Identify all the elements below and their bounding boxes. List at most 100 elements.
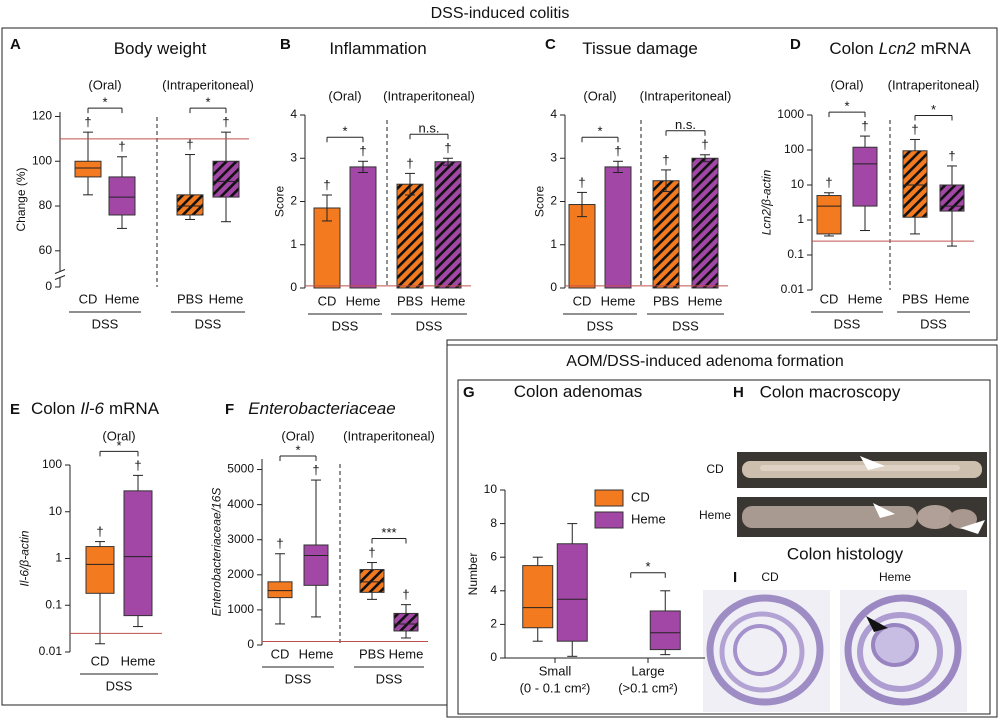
- box: [852, 146, 878, 207]
- panel-title: Tissue damage: [582, 39, 698, 58]
- y-tick-label: 0.1: [45, 597, 62, 611]
- box: [108, 176, 136, 216]
- panel-letter: B: [280, 36, 291, 53]
- histology-image: [703, 590, 830, 712]
- x-tick-label: Heme: [688, 293, 723, 308]
- x-tick-note: (>0.1 cm²): [618, 680, 678, 695]
- title-part: Lcn2: [879, 39, 916, 58]
- y-tick-label: 0: [550, 280, 557, 294]
- route-label: (Intraperitoneal): [383, 88, 475, 103]
- marker: †: [222, 115, 229, 130]
- y-tick-label: 3000: [227, 532, 254, 546]
- group-label: DSS: [416, 318, 443, 333]
- group-label: DSS: [920, 316, 947, 331]
- group-label: DSS: [195, 316, 222, 331]
- bar: [349, 166, 377, 289]
- y-tick-label: 4: [290, 107, 297, 121]
- box: [267, 581, 293, 599]
- group-label: DSS: [106, 678, 133, 693]
- x-tick-label: Small: [539, 663, 572, 678]
- route-label: (Intraperitoneal): [162, 77, 254, 92]
- figure-title: DSS-induced colitis: [431, 5, 570, 22]
- panel-letter: A: [10, 36, 21, 53]
- x-tick-label: Heme: [121, 653, 156, 668]
- title-part: Body weight: [114, 39, 207, 58]
- y-tick-label: 10: [791, 177, 805, 191]
- y-tick-label: 1000: [227, 602, 254, 616]
- group-label: DSS: [672, 318, 699, 333]
- title-part: mRNA: [109, 399, 160, 418]
- significance-label: *: [295, 442, 300, 457]
- marker: †: [118, 139, 125, 154]
- y-tick-label: 80: [39, 198, 53, 212]
- group-label: DSS: [587, 318, 614, 333]
- significance-label: *: [931, 102, 936, 117]
- x-tick-label: PBS: [397, 293, 423, 308]
- panel-title: Body weight: [114, 39, 207, 58]
- marker: †: [701, 137, 708, 152]
- marker: †: [406, 156, 413, 171]
- y-tick-label: 2000: [227, 567, 254, 581]
- histology-image: [840, 590, 967, 712]
- route-label: (Oral): [583, 88, 616, 103]
- title-part: Il-6: [80, 399, 104, 418]
- box: [522, 565, 554, 629]
- y-tick-label: 100: [32, 153, 52, 167]
- section-title: AOM/DSS-induced adenoma formation: [566, 353, 843, 370]
- y-axis-label: Lcn2/β-actin: [759, 169, 773, 235]
- marker: †: [323, 177, 330, 192]
- photo-label: CD: [706, 462, 724, 476]
- group-label: DSS: [834, 316, 861, 331]
- bar: [691, 157, 719, 289]
- x-tick-label: Heme: [431, 293, 466, 308]
- panel-title: Colon Il-6 mRNA: [31, 399, 160, 418]
- y-tick-label: 60: [39, 243, 53, 257]
- x-tick-label: PBS: [653, 293, 679, 308]
- y-tick-label: 6: [490, 549, 497, 563]
- y-tick-label: 4000: [227, 497, 254, 511]
- panel-letter: G: [463, 384, 475, 401]
- group-label: DSS: [92, 316, 119, 331]
- y-tick-label: 3: [550, 150, 557, 164]
- panel-title: Colon macroscopy: [760, 382, 901, 401]
- panel-title: Colon adenomas: [514, 382, 643, 401]
- x-tick-label: PBS: [177, 291, 203, 306]
- y-tick-label: 2: [490, 617, 497, 631]
- marker: †: [276, 536, 283, 551]
- panel-letter: F: [225, 401, 234, 418]
- box: [303, 544, 329, 586]
- legend-swatch: [594, 511, 624, 529]
- legend-label: Heme: [631, 511, 666, 526]
- bar: [434, 161, 462, 289]
- y-tick-label: 5000: [227, 462, 254, 476]
- title-part: Colon: [31, 399, 75, 418]
- marker: †: [312, 462, 319, 477]
- bar: [568, 204, 596, 289]
- x-tick-label: PBS: [359, 646, 385, 661]
- y-tick-label: 0.1: [787, 247, 804, 261]
- significance-label: ***: [381, 525, 396, 540]
- colon-photo: [737, 452, 987, 488]
- y-tick-label: 4: [550, 107, 557, 121]
- panel-letter: C: [545, 36, 556, 53]
- y-tick-label: 3: [290, 150, 297, 164]
- significance-label: *: [342, 124, 347, 139]
- y-tick-label: 10: [49, 504, 63, 518]
- group-label: DSS: [332, 318, 359, 333]
- panel-letter: E: [10, 401, 20, 418]
- x-tick-label: Heme: [209, 291, 244, 306]
- marker: †: [911, 122, 918, 137]
- y-axis-label: Score: [532, 186, 546, 218]
- marker: †: [84, 115, 91, 130]
- box: [649, 610, 681, 651]
- y-tick-label: 1000: [777, 107, 804, 121]
- x-tick-label: Heme: [346, 293, 381, 308]
- title-part: mRNA: [921, 39, 972, 58]
- x-tick-label: Heme: [848, 291, 883, 306]
- significance-label: *: [102, 95, 107, 110]
- route-label: (Intraperitoneal): [888, 77, 980, 92]
- route-label: (Oral): [281, 428, 314, 443]
- box: [212, 160, 240, 198]
- legend-label: CD: [631, 489, 650, 504]
- marker: †: [368, 545, 375, 560]
